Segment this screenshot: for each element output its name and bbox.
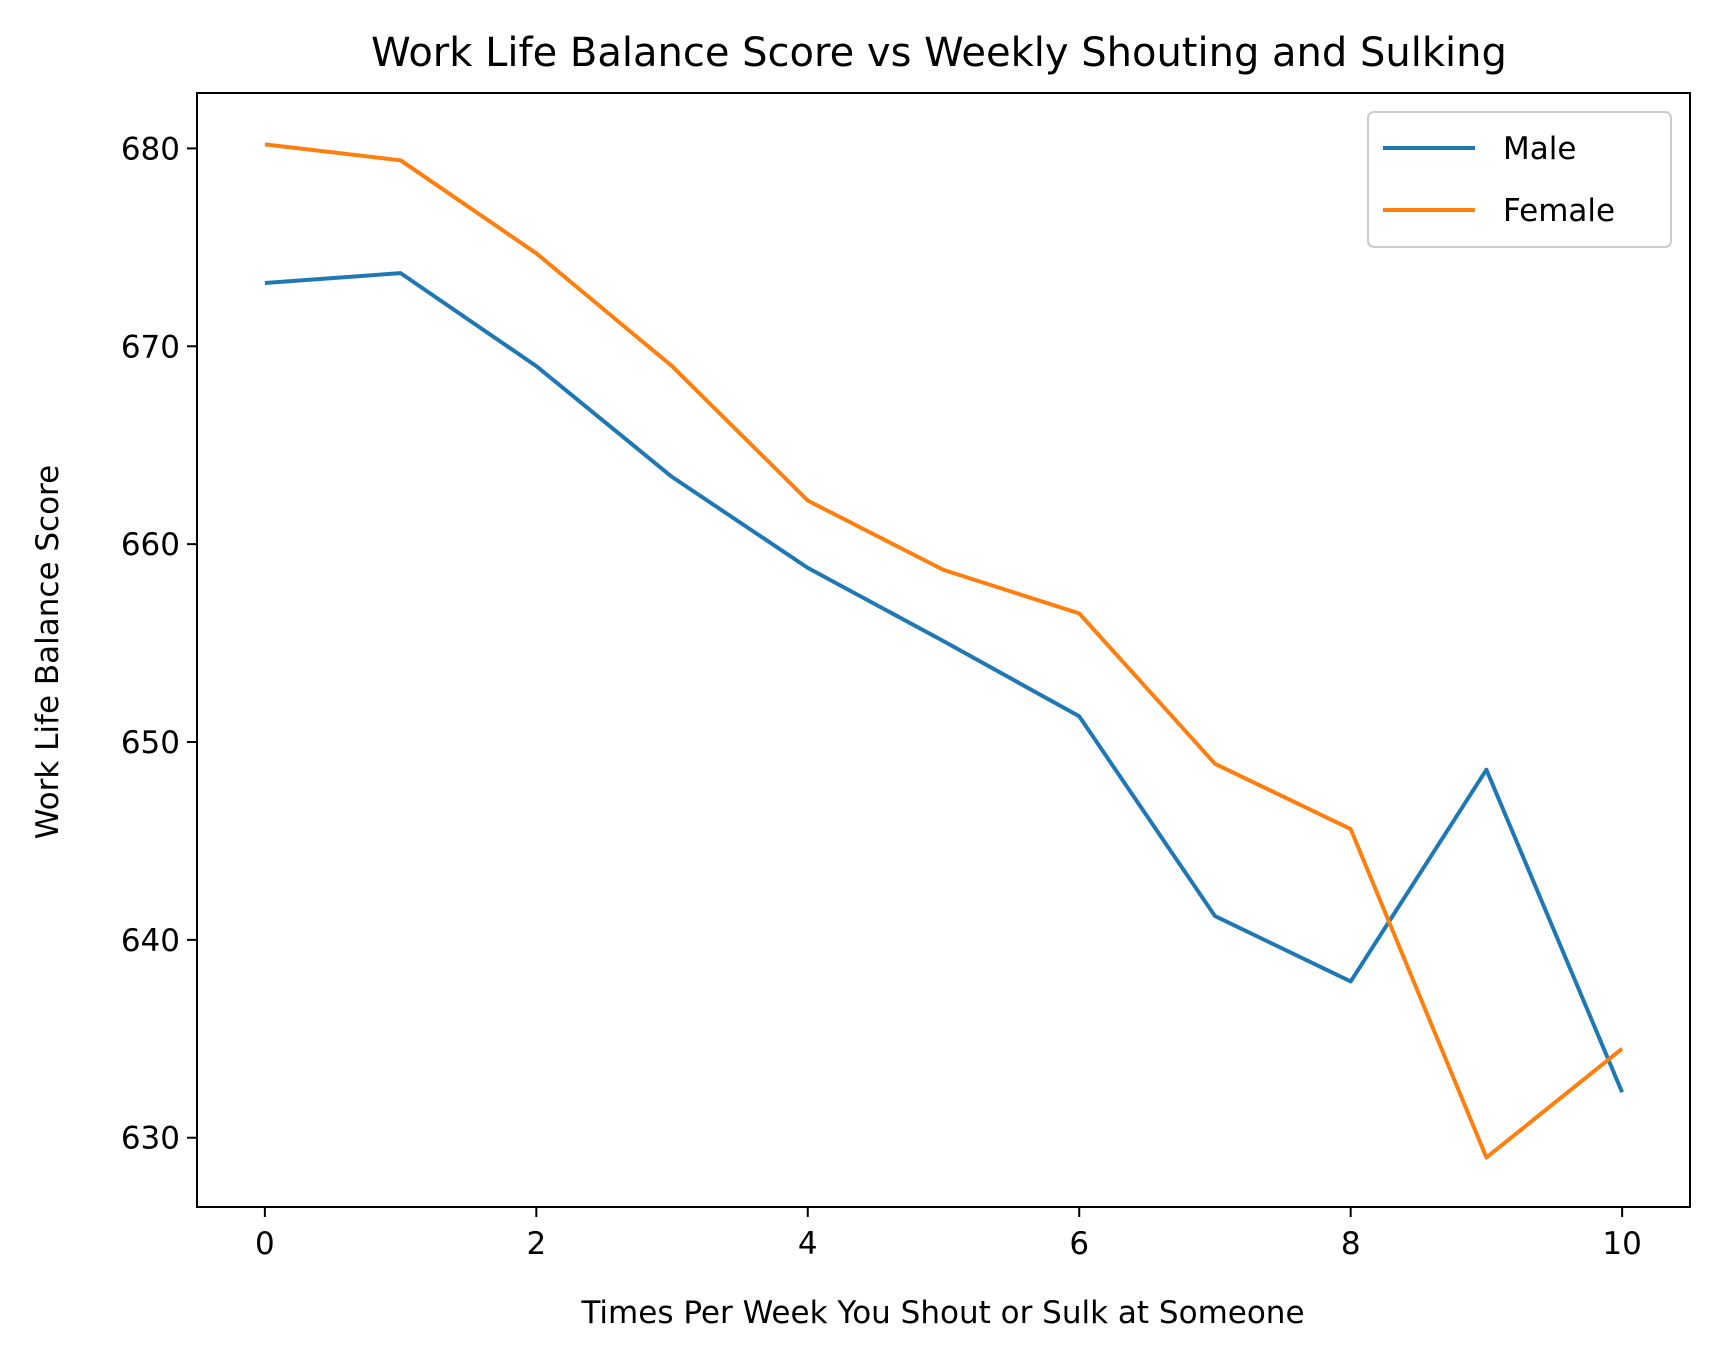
y-tick-label: 640 <box>121 923 180 959</box>
y-tick-label: 650 <box>121 725 180 761</box>
x-tick-label: 0 <box>255 1226 275 1262</box>
y-tick-label: 680 <box>121 131 180 167</box>
legend-label-female: Female <box>1503 193 1615 229</box>
series-line-male <box>264 271 1624 1093</box>
axes-frame <box>196 92 1691 1208</box>
x-tick-label: 2 <box>526 1226 546 1262</box>
legend-box <box>1367 111 1672 248</box>
y-tick-label: 660 <box>121 527 180 563</box>
y-tick-label: 670 <box>121 329 180 365</box>
x-tick-label: 8 <box>1341 1226 1361 1262</box>
plot-area <box>264 142 1624 1160</box>
y-axis: 630 640 650 660 670 680 <box>121 131 197 1157</box>
y-axis-label: Work Life Balance Score <box>30 465 66 839</box>
x-tick-label: 4 <box>798 1226 818 1262</box>
x-tick-label: 6 <box>1069 1226 1089 1262</box>
y-tick-label: 630 <box>121 1121 180 1157</box>
x-axis-label: Times Per Week You Shout or Sulk at Some… <box>580 1295 1304 1331</box>
legend: Male Female <box>1367 111 1672 248</box>
series-line-female <box>264 142 1624 1160</box>
chart-title: Work Life Balance Score vs Weekly Shouti… <box>371 30 1507 76</box>
x-tick-label: 10 <box>1602 1226 1641 1262</box>
legend-label-male: Male <box>1503 131 1576 167</box>
x-axis: 0 2 4 6 8 10 <box>255 1207 1642 1262</box>
